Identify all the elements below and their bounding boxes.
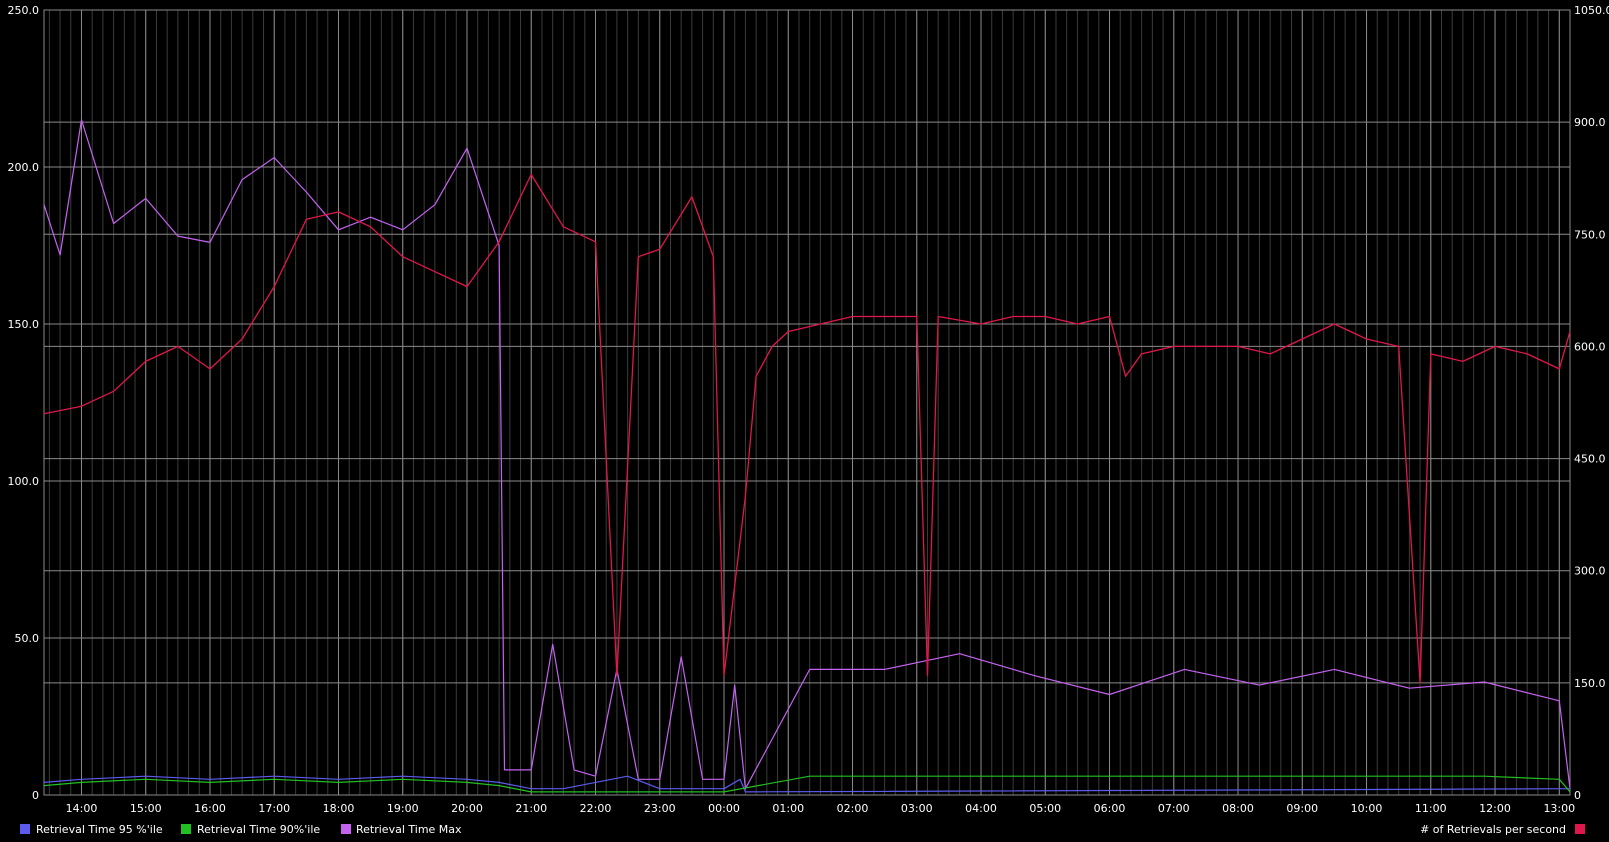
x-tick-label: 10:00 [1351,802,1383,815]
y-left-tick-label: 200.0 [8,161,40,174]
legend-swatch-90-percentile [181,824,191,834]
y-left-tick-label: 0 [32,789,39,802]
legend-label-90-percentile: Retrieval Time 90%'ile [197,823,320,836]
x-tick-label: 22:00 [580,802,612,815]
series-layer [43,119,1571,793]
x-tick-label: 18:00 [323,802,355,815]
y-left-tick-label: 250.0 [8,4,40,17]
y-right-tick-label: 450.0 [1574,453,1606,466]
legend-swatch-95-percentile [20,824,30,834]
y-right-tick-label: 1050.0 [1574,4,1609,17]
y-left-tick-label: 50.0 [15,632,40,645]
y-right-tick-label: 300.0 [1574,565,1606,578]
x-tick-label: 14:00 [66,802,98,815]
x-tick-label: 00:00 [708,802,740,815]
x-tick-label: 02:00 [837,802,869,815]
y-right-tick-label: 750.0 [1574,228,1606,241]
series-90-percentile-line [43,775,1571,793]
x-tick-label: 15:00 [130,802,162,815]
x-tick-label: 23:00 [644,802,676,815]
x-tick-label: 17:00 [258,802,290,815]
x-tick-label: 05:00 [1029,802,1061,815]
legend-label-retrievals: # of Retrievals per second [1420,823,1566,836]
y-right-tick-label: 0 [1574,789,1581,802]
y-right-tick-label: 150.0 [1574,677,1606,690]
x-tick-label: 16:00 [194,802,226,815]
x-tick-label: 06:00 [1094,802,1126,815]
y-right-tick-label: 600.0 [1574,340,1606,353]
legend-left: Retrieval Time 95 %'ile Retrieval Time 9… [20,823,462,836]
x-tick-label: 07:00 [1158,802,1190,815]
x-tick-label: 04:00 [965,802,997,815]
left-y-axis: 0 50.0 100.0 150.0 200.0 250.0 [8,4,40,802]
right-y-axis: 0 150.0 300.0 450.0 600.0 750.0 900.0 1050.0 [1574,4,1609,802]
y-left-tick-label: 150.0 [8,318,40,331]
x-tick-label: 19:00 [387,802,419,815]
legend-right: # of Retrievals per second [1420,823,1585,836]
x-tick-label: 11:00 [1415,802,1447,815]
x-tick-label: 12:00 [1479,802,1511,815]
x-tick-label: 20:00 [451,802,483,815]
series-retrievals-line [43,173,1571,684]
legend-label-95-percentile: Retrieval Time 95 %'ile [36,823,163,836]
x-tick-label: 21:00 [515,802,547,815]
legend-swatch-max [341,824,351,834]
x-axis: 14:00 15:00 16:00 17:00 18:00 19:00 20:00 21:00… [66,802,1576,815]
y-left-tick-label: 100.0 [8,475,40,488]
y-right-tick-label: 900.0 [1574,116,1606,129]
x-tick-label: 03:00 [901,802,933,815]
legend-swatch-retrievals [1575,824,1585,834]
x-tick-label: 13:00 [1543,802,1575,815]
x-tick-label: 01:00 [772,802,804,815]
x-tick-label: 09:00 [1286,802,1318,815]
legend-label-max: Retrieval Time Max [356,823,462,836]
major-grid [43,9,1571,796]
series-max-line [43,119,1571,790]
series-95-percentile-line [43,775,1571,793]
x-tick-label: 08:00 [1222,802,1254,815]
plot-frame [43,9,1571,796]
